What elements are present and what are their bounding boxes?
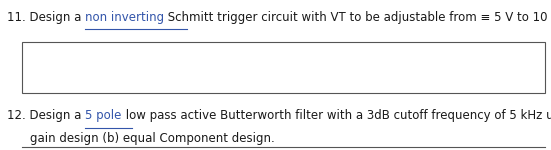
- Text: non inverting: non inverting: [85, 11, 164, 24]
- Text: 5 pole: 5 pole: [85, 110, 122, 123]
- Text: low pass active Butterworth filter with a 3dB cutoff frequency of 5 kHz using (a: low pass active Butterworth filter with …: [122, 110, 551, 123]
- Text: Schmitt trigger circuit with VT to be adjustable from ≡ 5 V to 10 V.: Schmitt trigger circuit with VT to be ad…: [164, 11, 551, 24]
- Text: gain design (b) equal Component design.: gain design (b) equal Component design.: [30, 132, 275, 145]
- Text: 12. Design a: 12. Design a: [7, 110, 85, 123]
- Bar: [22, 42, 545, 93]
- Text: 11. Design a: 11. Design a: [7, 11, 85, 24]
